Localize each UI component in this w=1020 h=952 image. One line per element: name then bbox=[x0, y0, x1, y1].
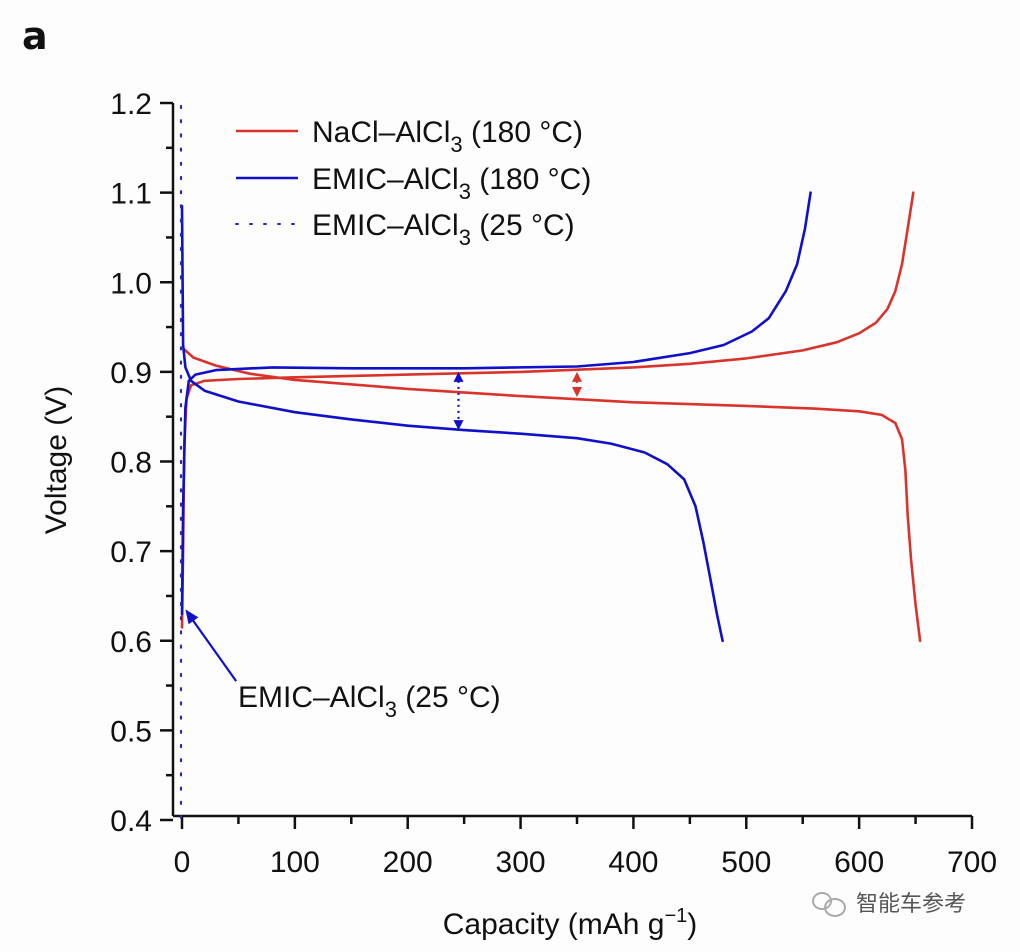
legend-item: NaCl–AlCl3 (180 °C) bbox=[236, 116, 583, 157]
series-line-emic-180c-charge bbox=[180, 191, 812, 616]
series-layer bbox=[179, 101, 922, 820]
legend-item: EMIC–AlCl3 (25 °C) bbox=[235, 209, 575, 250]
y-tick-label: 1.1 bbox=[110, 178, 152, 211]
callout-arrow-head bbox=[185, 609, 199, 625]
legend-label: EMIC–AlCl3 (25 °C) bbox=[312, 209, 575, 250]
legend-label: NaCl–AlCl3 (180 °C) bbox=[312, 116, 583, 157]
y-axis-label: Voltage (V) bbox=[40, 386, 73, 534]
x-tick-label: 200 bbox=[383, 846, 433, 879]
callout-arrow-line bbox=[188, 614, 238, 682]
callout-label: EMIC–AlCl3 (25 °C) bbox=[238, 681, 501, 722]
y-tick-label: 0.4 bbox=[110, 805, 152, 838]
gap-arrow-head-up bbox=[453, 371, 464, 382]
x-axis-label: Capacity (mAh g−1) bbox=[443, 905, 698, 941]
annotations-layer: EMIC–AlCl3 (25 °C) bbox=[185, 371, 582, 722]
series-line-nacl-charge bbox=[180, 191, 915, 629]
x-axis-label-superscript: −1 bbox=[664, 905, 687, 927]
legend: NaCl–AlCl3 (180 °C) EMIC–AlCl3 (180 °C) EM… bbox=[235, 116, 591, 250]
legend-item: EMIC–AlCl3 (180 °C) bbox=[236, 163, 591, 204]
gap-arrow-head-down bbox=[572, 386, 582, 397]
watermark-text: 智能车参考 bbox=[856, 891, 967, 916]
y-tick-label: 0.6 bbox=[110, 626, 152, 659]
wechat-icon bbox=[812, 890, 846, 917]
y-tick-label: 1.2 bbox=[110, 88, 152, 121]
gap-arrow-head-up bbox=[572, 371, 582, 382]
y-tick-label: 1.0 bbox=[110, 267, 152, 300]
y-tick-label: 0.9 bbox=[110, 357, 152, 390]
y-tick-label: 0.7 bbox=[110, 536, 152, 569]
legend-label: EMIC–AlCl3 (180 °C) bbox=[312, 163, 591, 204]
x-tick-label: 400 bbox=[608, 846, 658, 879]
y-tick-label: 0.5 bbox=[110, 715, 152, 748]
panel-label: a bbox=[22, 14, 48, 58]
x-tick-label: 600 bbox=[834, 846, 884, 879]
x-tick-label: 100 bbox=[270, 846, 320, 879]
x-tick-label: 300 bbox=[496, 846, 546, 879]
watermark: 智能车参考 bbox=[812, 886, 966, 918]
gap-arrow-head-down bbox=[453, 420, 464, 431]
x-tick-label: 500 bbox=[721, 846, 771, 879]
series-line-nacl-discharge bbox=[183, 348, 922, 643]
x-tick-label: 0 bbox=[174, 846, 191, 879]
axes: 0.4 0.5 0.6 0.7 0.8 0.9 1.0 1.1 1.2 0 100 200 300 400… bbox=[110, 88, 997, 879]
x-tick-label: 700 bbox=[947, 846, 997, 879]
y-tick-label: 0.8 bbox=[110, 447, 152, 480]
series-line-emic-180c-discharge bbox=[180, 204, 724, 643]
